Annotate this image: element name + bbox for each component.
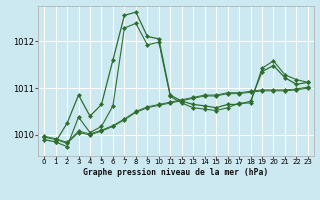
X-axis label: Graphe pression niveau de la mer (hPa): Graphe pression niveau de la mer (hPa) bbox=[84, 168, 268, 177]
